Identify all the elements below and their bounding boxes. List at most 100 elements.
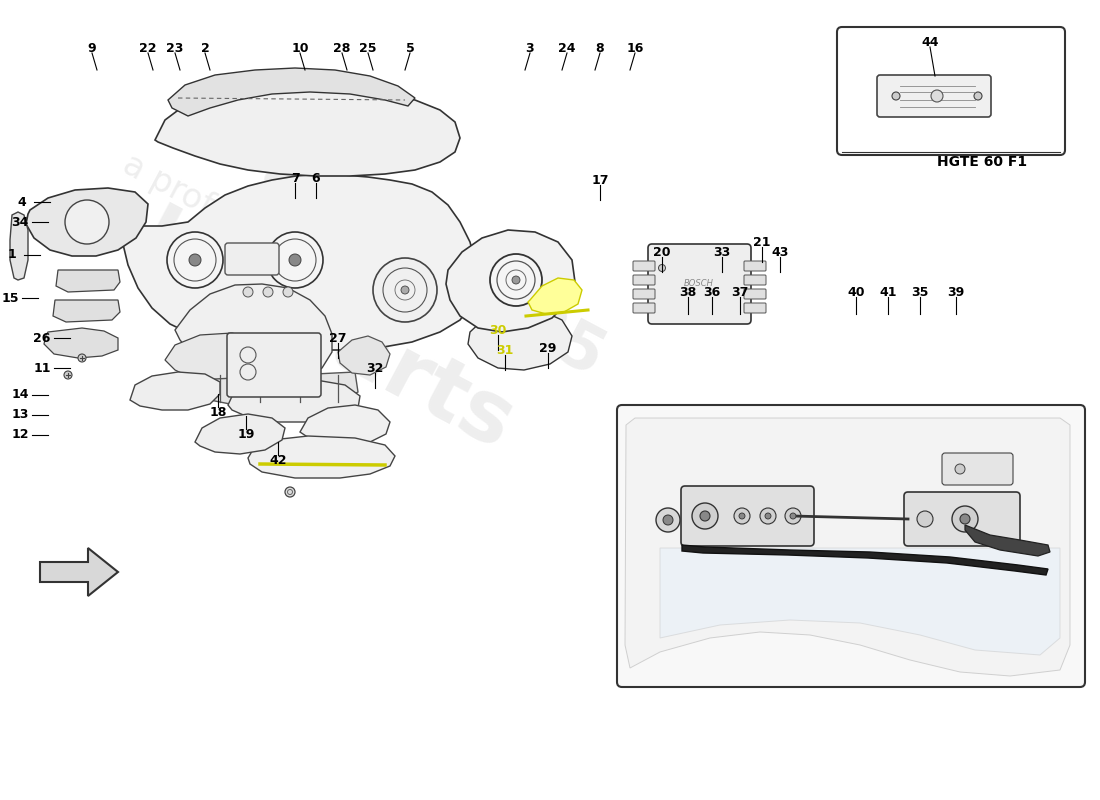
- Circle shape: [974, 92, 982, 100]
- Text: 34: 34: [11, 215, 29, 229]
- Polygon shape: [468, 310, 572, 370]
- Text: 37: 37: [732, 286, 749, 298]
- Text: 21: 21: [754, 235, 771, 249]
- Polygon shape: [228, 378, 360, 422]
- Polygon shape: [44, 328, 118, 358]
- Polygon shape: [192, 372, 358, 408]
- Polygon shape: [53, 300, 120, 322]
- Text: 24: 24: [558, 42, 575, 54]
- FancyBboxPatch shape: [632, 275, 654, 285]
- Text: 39: 39: [947, 286, 965, 298]
- Text: 32: 32: [366, 362, 384, 374]
- Text: since 1985: since 1985: [244, 152, 615, 388]
- Polygon shape: [56, 270, 120, 292]
- Circle shape: [243, 287, 253, 297]
- Text: eliteparts: eliteparts: [73, 173, 528, 467]
- Text: 26: 26: [33, 331, 51, 345]
- Text: 31: 31: [496, 343, 514, 357]
- Polygon shape: [528, 278, 582, 314]
- Circle shape: [785, 508, 801, 524]
- Circle shape: [263, 287, 273, 297]
- FancyBboxPatch shape: [632, 289, 654, 299]
- Text: 1: 1: [8, 249, 16, 262]
- FancyBboxPatch shape: [681, 486, 814, 546]
- Text: 23: 23: [166, 42, 184, 54]
- Text: 28: 28: [333, 42, 351, 54]
- Circle shape: [189, 254, 201, 266]
- Polygon shape: [165, 333, 272, 384]
- Circle shape: [402, 286, 409, 294]
- Text: a professional parts: a professional parts: [117, 148, 424, 332]
- Text: HGTE 60 F1: HGTE 60 F1: [937, 155, 1027, 169]
- Polygon shape: [40, 548, 118, 596]
- Circle shape: [373, 258, 437, 322]
- FancyBboxPatch shape: [744, 303, 766, 313]
- Circle shape: [931, 90, 943, 102]
- Text: 20: 20: [653, 246, 671, 258]
- Text: 18: 18: [209, 406, 227, 418]
- Circle shape: [790, 513, 796, 519]
- Circle shape: [283, 287, 293, 297]
- Text: 9: 9: [88, 42, 97, 54]
- Circle shape: [739, 513, 745, 519]
- FancyBboxPatch shape: [226, 243, 279, 275]
- Text: 44: 44: [922, 35, 938, 49]
- Text: 13: 13: [11, 409, 29, 422]
- FancyBboxPatch shape: [227, 333, 321, 397]
- Text: 41: 41: [879, 286, 896, 298]
- Polygon shape: [476, 244, 560, 315]
- FancyBboxPatch shape: [744, 289, 766, 299]
- Circle shape: [78, 354, 86, 362]
- Circle shape: [656, 508, 680, 532]
- Text: 27: 27: [329, 331, 346, 345]
- Circle shape: [64, 371, 72, 379]
- Text: 17: 17: [592, 174, 608, 186]
- Circle shape: [490, 254, 542, 306]
- Circle shape: [512, 276, 520, 284]
- Polygon shape: [10, 212, 28, 280]
- Text: 29: 29: [539, 342, 557, 354]
- Text: 15: 15: [1, 291, 19, 305]
- FancyBboxPatch shape: [617, 405, 1085, 687]
- Text: 43: 43: [771, 246, 789, 258]
- Polygon shape: [338, 336, 390, 375]
- Circle shape: [267, 232, 323, 288]
- Polygon shape: [446, 230, 575, 332]
- Polygon shape: [625, 418, 1070, 676]
- Circle shape: [692, 503, 718, 529]
- FancyBboxPatch shape: [744, 261, 766, 271]
- Text: 16: 16: [626, 42, 644, 54]
- Text: 30: 30: [490, 323, 507, 337]
- Text: 14: 14: [11, 389, 29, 402]
- FancyBboxPatch shape: [942, 453, 1013, 485]
- Circle shape: [960, 514, 970, 524]
- Polygon shape: [660, 548, 1060, 655]
- Circle shape: [764, 513, 771, 519]
- Text: 11: 11: [33, 362, 51, 374]
- Text: 36: 36: [703, 286, 720, 298]
- Text: 4: 4: [18, 195, 26, 209]
- Polygon shape: [26, 188, 149, 256]
- Circle shape: [892, 92, 900, 100]
- FancyBboxPatch shape: [632, 303, 654, 313]
- Text: 35: 35: [911, 286, 928, 298]
- Circle shape: [663, 515, 673, 525]
- Circle shape: [760, 508, 775, 524]
- Polygon shape: [965, 525, 1050, 556]
- Polygon shape: [155, 88, 460, 176]
- Circle shape: [285, 487, 295, 497]
- Text: 3: 3: [526, 42, 535, 54]
- Polygon shape: [175, 284, 332, 387]
- Text: 22: 22: [140, 42, 156, 54]
- Circle shape: [700, 511, 710, 521]
- Circle shape: [734, 508, 750, 524]
- Text: 25: 25: [360, 42, 376, 54]
- Polygon shape: [195, 414, 285, 454]
- Text: 42: 42: [270, 454, 287, 466]
- Text: 2: 2: [200, 42, 209, 54]
- FancyBboxPatch shape: [744, 275, 766, 285]
- Polygon shape: [682, 545, 1048, 575]
- Text: 7: 7: [290, 171, 299, 185]
- Text: 6: 6: [311, 171, 320, 185]
- Text: 5: 5: [406, 42, 415, 54]
